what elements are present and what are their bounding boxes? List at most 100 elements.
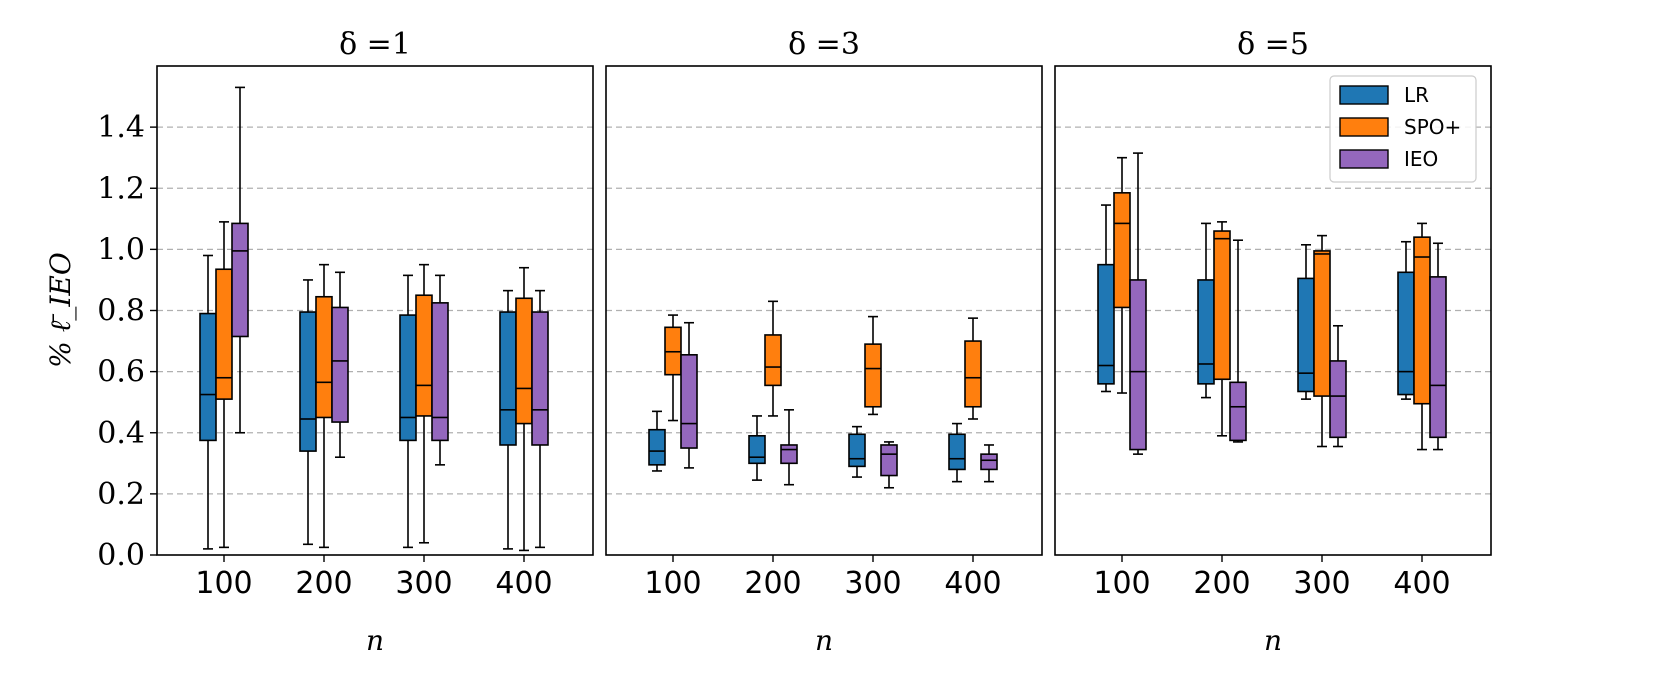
box-lr-300-p2-iqr [848,433,866,468]
box-ieo-100-p3 [1129,152,1147,455]
x-tick-label-1-200: 200 [295,566,352,601]
box-ieo-300-p1 [431,274,449,466]
x-tick-label-3-100: 100 [1093,566,1150,601]
panel-2: δ =3 100 200 300 400 n [605,27,1043,657]
box-spoplus-100-p2 [664,314,682,422]
y-tick-label-0: 0.0 [97,538,145,573]
box-spoplus-200-p1-iqr [315,295,333,419]
box-ieo-400-p2 [980,444,998,483]
box-lr-400-p1-iqr [499,311,517,446]
x-tick-label-3-400: 400 [1393,566,1450,601]
y-tick-label-3: 0.6 [97,355,145,390]
box-ieo-300-p1-iqr [431,302,449,442]
box-ieo-100-p1 [231,86,249,434]
box-lr-100-p3-iqr [1097,263,1115,385]
y-tick-label-7: 1.4 [97,110,145,145]
box-lr-300-p1-iqr [399,314,417,442]
box-lr-300-p2 [848,425,866,478]
legend-label-ieo: IEO [1404,147,1438,171]
box-lr-300-p3 [1297,243,1315,400]
box-spoplus-100-p1-iqr [215,268,233,400]
box-ieo-200-p2 [780,409,798,486]
box-spoplus-100-p3-iqr [1113,192,1131,309]
box-spoplus-200-p3-iqr [1213,230,1231,381]
panel-title-1: δ =1 [339,27,411,62]
box-lr-400-p2-iqr [948,433,966,471]
y-tick-label-4: 0.8 [97,294,145,329]
box-ieo-200-p1 [331,271,349,459]
box-spoplus-200-p3 [1213,221,1231,437]
box-ieo-400-p1-iqr [531,311,549,446]
box-ieo-400-p1 [531,289,549,549]
box-ieo-200-p1-iqr [331,306,349,423]
legend-swatch-lr [1339,85,1389,105]
box-lr-400-p3-iqr [1397,271,1415,396]
box-ieo-100-p3-iqr [1129,279,1147,451]
box-spoplus-100-p1 [215,221,233,549]
x-tick-label-1-100: 100 [195,566,252,601]
box-spoplus-400-p3 [1413,222,1431,451]
x-tick-label-3-300: 300 [1293,566,1350,601]
y-axis-label: % ℓ̄_IEO [44,252,77,368]
x-axis-label-1: n [366,624,384,657]
panel-3: δ =5 100 200 300 400 n [1054,27,1492,657]
box-spoplus-300-p2 [864,315,882,416]
panel-frame-3 [1054,65,1492,556]
box-ieo-300-p3 [1329,324,1347,448]
box-spoplus-300-p1 [415,263,433,544]
box-spoplus-300-p1-iqr [415,294,433,417]
legend-swatch-spoplus [1339,117,1389,137]
box-lr-200-p1 [299,279,317,546]
box-lr-100-p3 [1097,204,1115,393]
box-lr-100-p1-iqr [199,312,217,442]
box-ieo-400-p2-iqr [980,453,998,471]
box-lr-400-p3 [1397,240,1415,400]
box-spoplus-100-p3 [1113,156,1131,394]
x-tick-label-1-400: 400 [495,566,552,601]
box-ieo-200-p3 [1229,239,1247,443]
box-ieo-300-p2 [880,441,898,489]
legend-label-spoplus: SPO+ [1404,115,1461,139]
x-tick-label-3-200: 200 [1193,566,1250,601]
box-ieo-200-p3-iqr [1229,381,1247,442]
x-tick-label-2-100: 100 [644,566,701,601]
y-tick-label-2: 0.4 [97,416,145,451]
box-ieo-300-p3-iqr [1329,360,1347,439]
x-axis-label-3: n [1264,624,1282,657]
box-spoplus-400-p2-iqr [964,340,982,408]
box-spoplus-300-p3-iqr [1313,250,1331,397]
y-tick-label-5: 1.0 [97,232,145,267]
box-lr-200-p2-iqr [748,435,766,465]
panel-1: δ =1 100 200 300 400 n [156,27,594,657]
panel-title-2: δ =3 [788,27,860,62]
x-tick-label-2-400: 400 [944,566,1001,601]
box-lr-400-p2 [948,422,966,483]
y-tick-label-1: 0.2 [97,477,145,512]
x-tick-label-2-200: 200 [744,566,801,601]
box-ieo-100-p1-iqr [231,222,249,338]
box-lr-100-p2 [648,410,666,472]
legend-label-lr: LR [1404,83,1429,107]
panel-frame-2 [605,65,1043,556]
box-ieo-400-p3-iqr [1429,276,1447,439]
box-lr-300-p1 [399,274,417,549]
box-spoplus-400-p2 [964,317,982,420]
box-ieo-200-p2-iqr [780,444,798,465]
x-axis-label-2: n [815,624,833,657]
box-spoplus-200-p2 [764,300,782,417]
box-lr-200-p2 [748,415,766,481]
legend: LR SPO+ IEO [1329,75,1477,183]
box-spoplus-300-p2-iqr [864,343,882,408]
box-spoplus-400-p3-iqr [1413,236,1431,405]
y-tick-label-6: 1.2 [97,171,145,206]
box-ieo-100-p2-iqr [680,354,698,449]
box-lr-100-p2-iqr [648,428,666,466]
box-spoplus-200-p2-iqr [764,334,782,387]
x-tick-label-2-300: 300 [844,566,901,601]
box-spoplus-400-p1 [515,266,533,552]
box-lr-100-p1 [199,254,217,550]
box-spoplus-200-p1 [315,263,333,549]
box-ieo-100-p2 [680,321,698,469]
box-lr-200-p3-iqr [1197,279,1215,385]
